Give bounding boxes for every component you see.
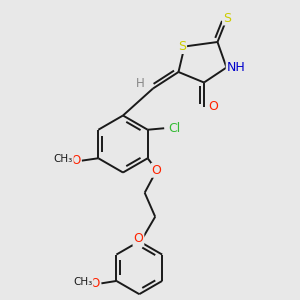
Text: O: O <box>71 154 80 167</box>
Text: H: H <box>136 76 145 90</box>
Text: O: O <box>134 232 143 245</box>
Text: S: S <box>178 40 186 53</box>
Text: O: O <box>208 100 218 113</box>
Text: NH: NH <box>227 61 245 74</box>
Text: O: O <box>91 277 100 290</box>
Text: CH₃: CH₃ <box>73 277 92 287</box>
Text: CH₃: CH₃ <box>54 154 73 164</box>
Text: S: S <box>223 11 231 25</box>
Text: O: O <box>152 164 162 177</box>
Text: Cl: Cl <box>169 122 181 135</box>
